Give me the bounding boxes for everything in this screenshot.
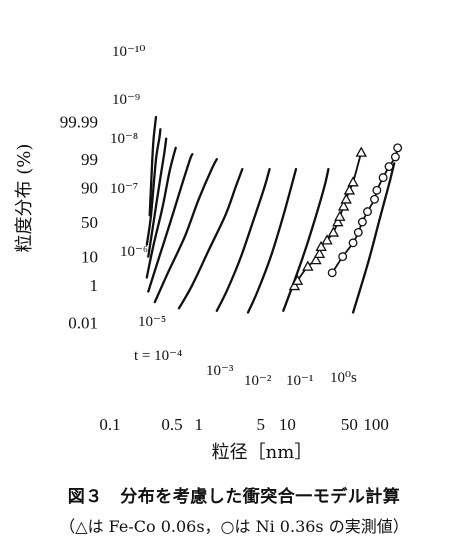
y-axis-label: 粒度分布 (%) [14,144,35,253]
triangle-marker [355,146,367,157]
y-tick-label: 0.01 [68,313,98,332]
curve-label: 10⁻¹⁰ [112,44,145,60]
curve-label: 10⁻⁸ [110,131,138,147]
simulated-curve [177,167,244,310]
x-tick-label: 5 [256,415,265,434]
curve-label: 10⁻² [244,373,272,389]
curve-labels: 10⁻¹⁰ 10⁻⁹ 10⁻⁸ 10⁻⁷ 10⁻⁶ 10⁻⁵ t = 10⁻⁴ 10⁻³ 10⁻… [110,44,357,389]
circle-marker [390,152,400,162]
curve-label: 10⁻³ [206,363,234,379]
circle-marker [378,173,388,183]
simulated-curve [147,153,194,293]
circle-marker [384,162,394,171]
y-tick-label: 50 [81,213,98,232]
circle-marker [348,238,358,248]
circle-marker [363,207,372,217]
x-tick-label: 0.1 [99,415,120,434]
y-tick-label: 99 [81,150,98,169]
x-axis-label: 粒径［nm］ [212,442,313,463]
simulated-curve [147,137,168,258]
triangle-marker [334,210,346,221]
curves [145,115,396,314]
triangle-marker [291,274,304,285]
curve-label: t = 10⁻⁴ [134,348,182,364]
y-tick-labels: 0.01 1 10 50 90 99 99.99 [60,113,98,333]
x-tick-label: 50 [341,415,358,434]
y-tick-label: 99.99 [60,113,98,132]
simulated-curve [145,146,177,279]
triangle-marker [315,240,327,252]
x-tick-labels: 0.1 0.5 1 5 10 50 100 [99,415,388,434]
x-tick-label: 0.5 [161,415,182,434]
simulated-curve [246,167,298,314]
measured-data [288,143,403,291]
triangle-marker [343,184,356,195]
circle-marker [393,143,403,153]
triangle-marker [313,247,326,259]
simulated-curve [351,162,396,314]
curve-label: 10⁰s [330,370,357,386]
triangle-marker [347,176,359,187]
curve-label: 10⁻⁶ [120,244,148,260]
triangle-marker [337,200,350,211]
y-tick-label: 10 [81,248,98,267]
simulated-curve [153,158,218,304]
simulated-curve [148,115,158,217]
circle-marker [353,227,363,237]
circle-marker [357,217,367,227]
circle-marker [372,185,382,195]
figure-caption: 図３ 分布を考慮した衝突合一モデル計算 （△は Fe-Co 0.06s，○は N… [0,482,468,537]
simulated-curve [145,128,162,246]
chart-area: 0.01 1 10 50 90 99 99.99 0.1 0.5 1 5 10 50 100 10⁻¹⁰… [14,44,403,463]
triangle-marker [332,216,344,227]
curve-label: 10⁻¹ [286,373,313,389]
triangle-marker [288,279,301,291]
circle-marker [370,194,379,204]
simulated-curve [282,167,330,312]
caption-note: （△は Fe-Co 0.06s，○は Ni 0.36s の実測値） [59,517,409,536]
triangle-marker [327,226,340,237]
x-tick-label: 100 [363,415,389,434]
triangle-marker [310,253,322,265]
triangle-marker [340,193,352,204]
x-tick-label: 10 [279,415,296,434]
triangle-marker [321,234,333,245]
simulated-curve [215,167,271,312]
caption-title: 図３ 分布を考慮した衝突合一モデル計算 [67,487,401,507]
triangle-marker [302,260,314,271]
curve-label: 10⁻⁵ [138,314,166,330]
curve-label: 10⁻⁹ [112,92,140,108]
x-tick-label: 1 [194,415,203,434]
circle-marker [338,252,348,262]
y-tick-label: 1 [90,276,99,295]
y-tick-label: 90 [81,178,98,197]
circle-marker [327,268,337,278]
curve-label: 10⁻⁷ [110,181,138,197]
